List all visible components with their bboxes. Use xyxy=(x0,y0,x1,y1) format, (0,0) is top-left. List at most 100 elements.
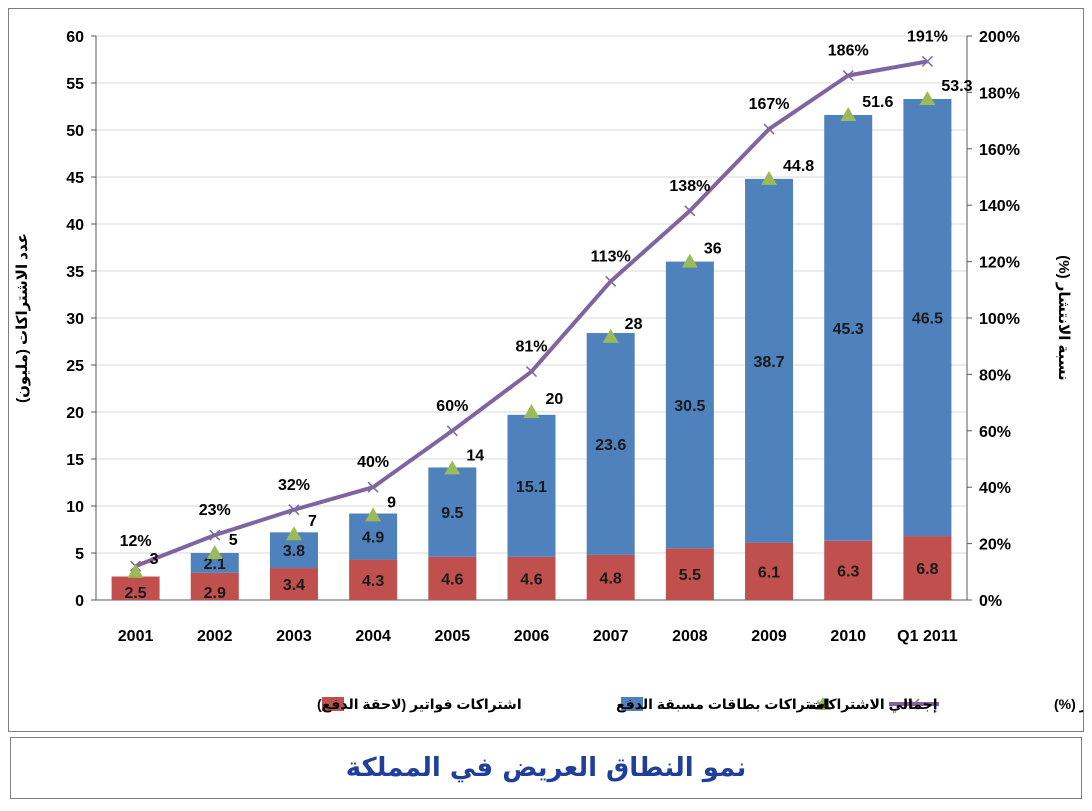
total-marker xyxy=(919,90,936,105)
bar-postpaid xyxy=(428,556,477,600)
penetration-point xyxy=(684,205,696,217)
x-tick-label: 2006 xyxy=(514,628,550,645)
data-label-prepaid: 2.1 xyxy=(204,556,226,573)
legend-marker-total xyxy=(815,697,831,710)
x-tick-label: 2003 xyxy=(276,628,312,645)
bar-prepaid xyxy=(824,114,873,541)
data-label-postpaid: 4.6 xyxy=(520,571,542,588)
legend-label-total: إجمالي الاشتراكات xyxy=(809,696,938,713)
total-marker xyxy=(285,526,302,541)
bar-postpaid xyxy=(349,559,398,600)
data-label-penetration: 191% xyxy=(907,28,948,45)
data-label-prepaid: 46.5 xyxy=(912,311,943,328)
data-label-total: 14 xyxy=(466,447,484,464)
data-label-penetration: 23% xyxy=(199,502,231,519)
total-marker xyxy=(206,545,223,559)
data-label-postpaid: 6.8 xyxy=(916,561,938,578)
y2-tick-label: 0% xyxy=(979,593,1002,610)
data-label-total: 28 xyxy=(625,316,643,333)
y2-tick-label: 120% xyxy=(979,255,1020,272)
data-label-postpaid: 4.6 xyxy=(441,571,463,588)
penetration-point xyxy=(209,529,221,541)
bar-prepaid xyxy=(903,98,952,537)
x-tick-label: 2008 xyxy=(672,628,708,645)
y-tick-label: 55 xyxy=(66,76,84,93)
data-label-penetration: 32% xyxy=(278,477,310,494)
y-tick-label: 40 xyxy=(66,217,84,234)
data-label-penetration: 60% xyxy=(436,398,468,415)
y2-tick-label: 20% xyxy=(979,537,1011,554)
data-label-total: 53.3 xyxy=(941,78,972,95)
y2-axis-title: نسبة الانتشار (%) xyxy=(1055,255,1072,380)
penetration-point xyxy=(842,69,854,82)
y2-tick-label: 100% xyxy=(979,311,1020,328)
x-tick-label: 2007 xyxy=(593,628,629,645)
data-label-total: 36 xyxy=(704,241,722,258)
y2-tick-label: 160% xyxy=(979,142,1020,159)
total-marker xyxy=(761,170,778,185)
y2-tick-label: 140% xyxy=(979,198,1020,215)
data-label-postpaid: 2.9 xyxy=(204,585,226,602)
data-label-total: 51.6 xyxy=(862,94,893,111)
data-label-postpaid: 2.5 xyxy=(124,585,146,602)
total-marker xyxy=(681,253,698,268)
penetration-point xyxy=(605,275,617,287)
data-label-penetration: 167% xyxy=(749,96,790,113)
y-tick-label: 35 xyxy=(66,264,84,281)
data-label-postpaid: 6.3 xyxy=(837,563,859,580)
data-label-total: 9 xyxy=(387,494,396,511)
legend-label-penetration: نسبة الانتشار (%) xyxy=(1054,696,1083,712)
bar-postpaid xyxy=(507,556,556,600)
data-label-postpaid: 3.4 xyxy=(283,577,305,594)
y-tick-label: 60 xyxy=(66,29,84,46)
legend-swatch-postpaid xyxy=(322,697,344,711)
bar-postpaid xyxy=(190,572,239,600)
bar-prepaid xyxy=(745,178,794,543)
data-label-penetration: 113% xyxy=(591,248,631,265)
x-tick-label: Q1 2011 xyxy=(897,628,958,645)
penetration-point xyxy=(446,425,458,437)
y-tick-label: 50 xyxy=(66,123,84,140)
y2-tick-label: 80% xyxy=(979,367,1011,384)
bar-postpaid xyxy=(903,536,952,600)
bar-prepaid xyxy=(665,261,714,549)
bar-postpaid xyxy=(665,548,714,600)
legend-label-prepaid: اشتراكات بطاقات مسبقة الدفع xyxy=(616,696,830,713)
data-label-penetration: 12% xyxy=(120,533,152,550)
y-axis-title: عدد الاشتراكات (مليون) xyxy=(14,233,31,403)
data-label-penetration: 186% xyxy=(828,42,869,59)
data-label-postpaid: 4.3 xyxy=(362,573,384,590)
total-marker xyxy=(602,328,619,343)
penetration-point xyxy=(367,481,379,493)
bar-postpaid xyxy=(586,554,635,600)
data-label-prepaid: 9.5 xyxy=(441,505,463,522)
y-tick-label: 0 xyxy=(75,593,84,610)
bar-prepaid xyxy=(586,333,635,555)
data-label-penetration: 81% xyxy=(515,339,547,356)
y2-tick-label: 180% xyxy=(979,85,1020,102)
data-label-prepaid: 23.6 xyxy=(595,437,626,454)
y2-tick-label: 200% xyxy=(979,29,1020,46)
penetration-point xyxy=(288,504,300,516)
data-label-prepaid: 4.9 xyxy=(362,530,384,547)
data-label-total: 5 xyxy=(229,532,238,549)
data-label-penetration: 40% xyxy=(357,454,389,471)
data-label-prepaid: 3.8 xyxy=(283,543,305,560)
data-label-postpaid: 6.1 xyxy=(758,564,780,581)
data-label-penetration: 138% xyxy=(669,178,710,195)
x-tick-label: 2010 xyxy=(830,628,866,645)
data-label-prepaid: 45.3 xyxy=(833,321,864,338)
data-label-total: 44.8 xyxy=(783,158,814,175)
bar-prepaid xyxy=(507,414,556,557)
y2-tick-label: 60% xyxy=(979,424,1011,441)
total-marker xyxy=(840,106,857,121)
chart-frame: 0 5 10 15 20 25 30 35 40 45 50 55 60 0% 20% 40% 60% 80% 10… xyxy=(8,8,1092,732)
title-box: نمو النطاق العريض في المملكة xyxy=(10,737,1082,799)
data-label-prepaid: 30.5 xyxy=(674,398,705,415)
data-label-total: 3 xyxy=(150,551,159,568)
data-label-total: 20 xyxy=(546,391,564,408)
total-marker xyxy=(444,460,461,475)
bar-prepaid xyxy=(190,553,239,573)
total-marker xyxy=(523,404,540,418)
x-tick-label: 2009 xyxy=(751,628,787,645)
